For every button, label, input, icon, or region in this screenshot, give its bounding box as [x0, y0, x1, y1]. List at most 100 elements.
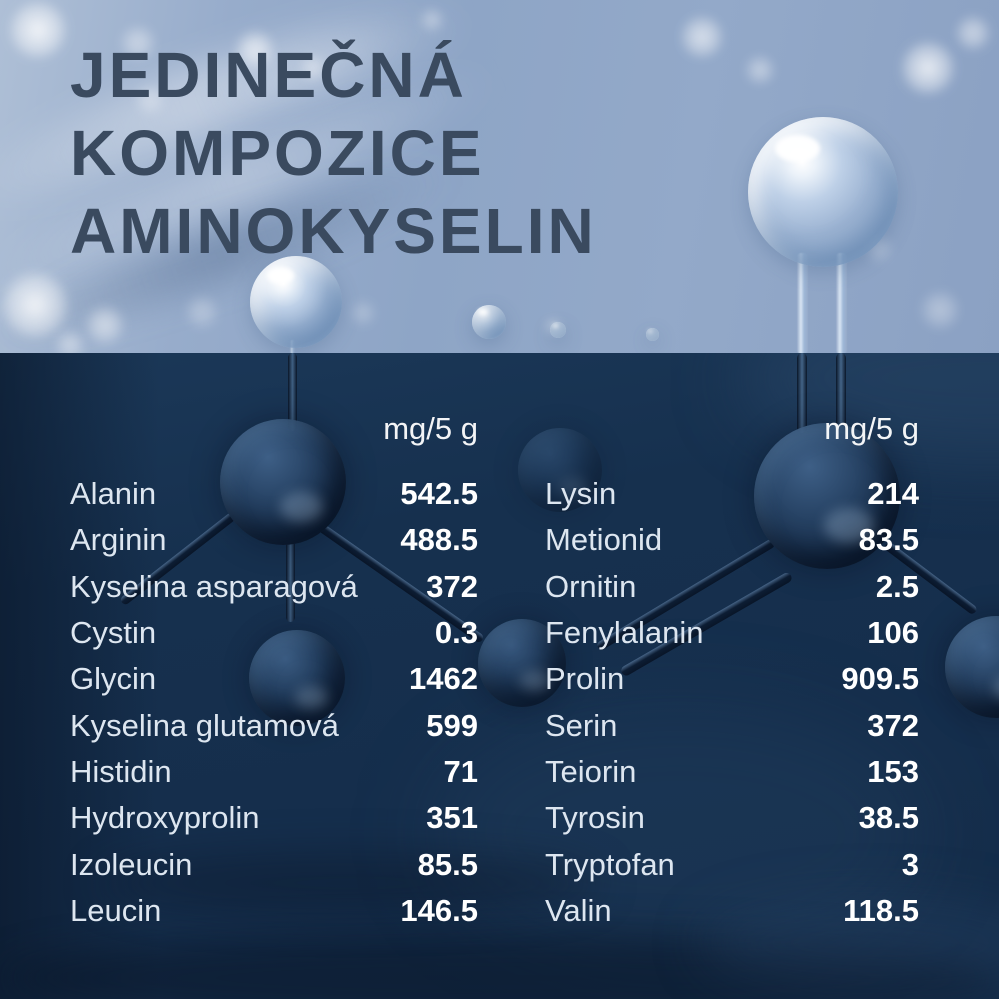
amino-name: Izoleucin	[70, 846, 193, 882]
table-row: Tryptofan 3	[545, 841, 919, 887]
amino-value: 909.5	[841, 661, 919, 697]
title-line: AMINOKYSELIN	[70, 195, 597, 267]
amino-name: Leucin	[70, 892, 162, 928]
molecule-sphere	[220, 419, 346, 545]
water-stream	[836, 253, 847, 353]
amino-value: 0.3	[434, 615, 478, 651]
amino-value: 3	[901, 846, 919, 882]
amino-name: Cystin	[70, 615, 157, 651]
amino-value: 106	[867, 615, 919, 651]
bokeh-light	[955, 15, 991, 51]
ambient-shade	[0, 933, 999, 999]
table-row: Lysin 214	[545, 471, 919, 517]
bokeh-light	[300, 55, 326, 81]
molecule-bond	[288, 353, 297, 431]
amino-value: 372	[867, 707, 919, 743]
molecule-bond	[797, 353, 807, 433]
molecule-bond	[286, 540, 295, 622]
amino-name: Kyselina asparagová	[70, 568, 358, 604]
amino-value: 83.5	[858, 522, 919, 558]
bokeh-light	[900, 40, 956, 96]
amino-name: Hydroxyprolin	[70, 800, 260, 836]
amino-column-left: mg/5 g Alanin 542.5 Arginin 488.5 Kyselina a…	[70, 411, 478, 934]
amino-name: Serin	[545, 707, 618, 743]
amino-value: 118.5	[843, 892, 919, 928]
table-row: Ornitin 2.5	[545, 564, 919, 610]
table-row: Alanin 542.5	[70, 471, 478, 517]
water-background-bottom	[0, 353, 999, 999]
table-row: Kyselina glutamová 599	[70, 702, 478, 748]
amino-value: 488.5	[400, 522, 478, 558]
molecule-sphere	[754, 423, 900, 569]
table-row: Histidin 71	[70, 749, 478, 795]
ambient-light	[700, 898, 999, 988]
amino-name: Prolin	[545, 661, 625, 697]
bokeh-light	[420, 8, 444, 32]
amino-name: Kyselina glutamová	[70, 707, 339, 743]
amino-value: 146.5	[400, 892, 478, 928]
table-row: Izoleucin 85.5	[70, 841, 478, 887]
amino-column-right: mg/5 g Lysin 214 Metionid 83.5 Ornitin 2.5 Fen…	[545, 411, 919, 934]
amino-value: 599	[426, 707, 478, 743]
table-row: Teiorin 153	[545, 749, 919, 795]
water-drop-sphere-large	[748, 117, 898, 267]
bokeh-light	[920, 290, 960, 330]
molecule-sphere	[518, 428, 602, 512]
bokeh-light	[135, 85, 165, 115]
table-row: Prolin 909.5	[545, 656, 919, 702]
water-drop-sphere-dot	[646, 328, 659, 341]
bokeh-light	[85, 305, 125, 345]
amino-name: Arginin	[70, 522, 167, 558]
amino-value: 351	[426, 800, 478, 836]
table-row: Arginin 488.5	[70, 517, 478, 563]
water-drop-sphere-mini	[472, 305, 506, 339]
bokeh-light	[745, 55, 775, 85]
unit-header: mg/5 g	[383, 411, 478, 446]
amino-name: Valin	[545, 892, 612, 928]
bokeh-light	[350, 300, 376, 326]
water-drop-sphere-small	[250, 256, 342, 348]
bokeh-light	[8, 0, 68, 60]
table-row: Glycin 1462	[70, 656, 478, 702]
table-row: Cystin 0.3	[70, 610, 478, 656]
ambient-shade	[0, 353, 160, 999]
ambient-shade	[100, 853, 600, 913]
table-row: Tyrosin 38.5	[545, 795, 919, 841]
ambient-light	[430, 703, 930, 963]
unit-header: mg/5 g	[824, 411, 919, 446]
rows: Alanin 542.5 Arginin 488.5 Kyselina asparago…	[70, 471, 478, 934]
amino-name: Fenylalanin	[545, 615, 704, 651]
amino-value: 2.5	[875, 568, 919, 604]
amino-name: Alanin	[70, 476, 157, 512]
water-stream	[797, 253, 808, 353]
bokeh-light	[120, 25, 156, 61]
molecule-bond	[836, 353, 846, 433]
table-row: Fenylalanin 106	[545, 610, 919, 656]
title-line: JEDINEČNÁ	[70, 39, 467, 111]
bokeh-light	[680, 15, 724, 59]
rows: Lysin 214 Metionid 83.5 Ornitin 2.5 Fenylalani…	[545, 471, 919, 934]
amino-name: Tryptofan	[545, 846, 675, 882]
amino-value: 542.5	[400, 476, 478, 512]
amino-name: Metionid	[545, 522, 663, 558]
amino-value: 38.5	[858, 800, 919, 836]
table-row: Hydroxyprolin 351	[70, 795, 478, 841]
amino-value: 1462	[409, 661, 478, 697]
water-drop-sphere-dot	[550, 322, 566, 338]
amino-name: Lysin	[545, 476, 617, 512]
amino-value: 71	[443, 753, 478, 789]
bokeh-light	[55, 330, 85, 353]
amino-value: 153	[867, 753, 919, 789]
amino-name: Tyrosin	[545, 800, 645, 836]
table-row: Kyselina asparagová 372	[70, 564, 478, 610]
water-background-top	[0, 0, 999, 353]
page-title: JEDINEČNÁ KOMPOZICE AMINOKYSELIN	[70, 36, 597, 270]
bokeh-light	[185, 295, 219, 329]
bokeh-light	[235, 30, 275, 70]
amino-name: Histidin	[70, 753, 172, 789]
amino-value: 85.5	[417, 846, 478, 882]
bokeh-light	[0, 270, 70, 340]
table-row: Metionid 83.5	[545, 517, 919, 563]
table-row: Leucin 146.5	[70, 888, 478, 934]
